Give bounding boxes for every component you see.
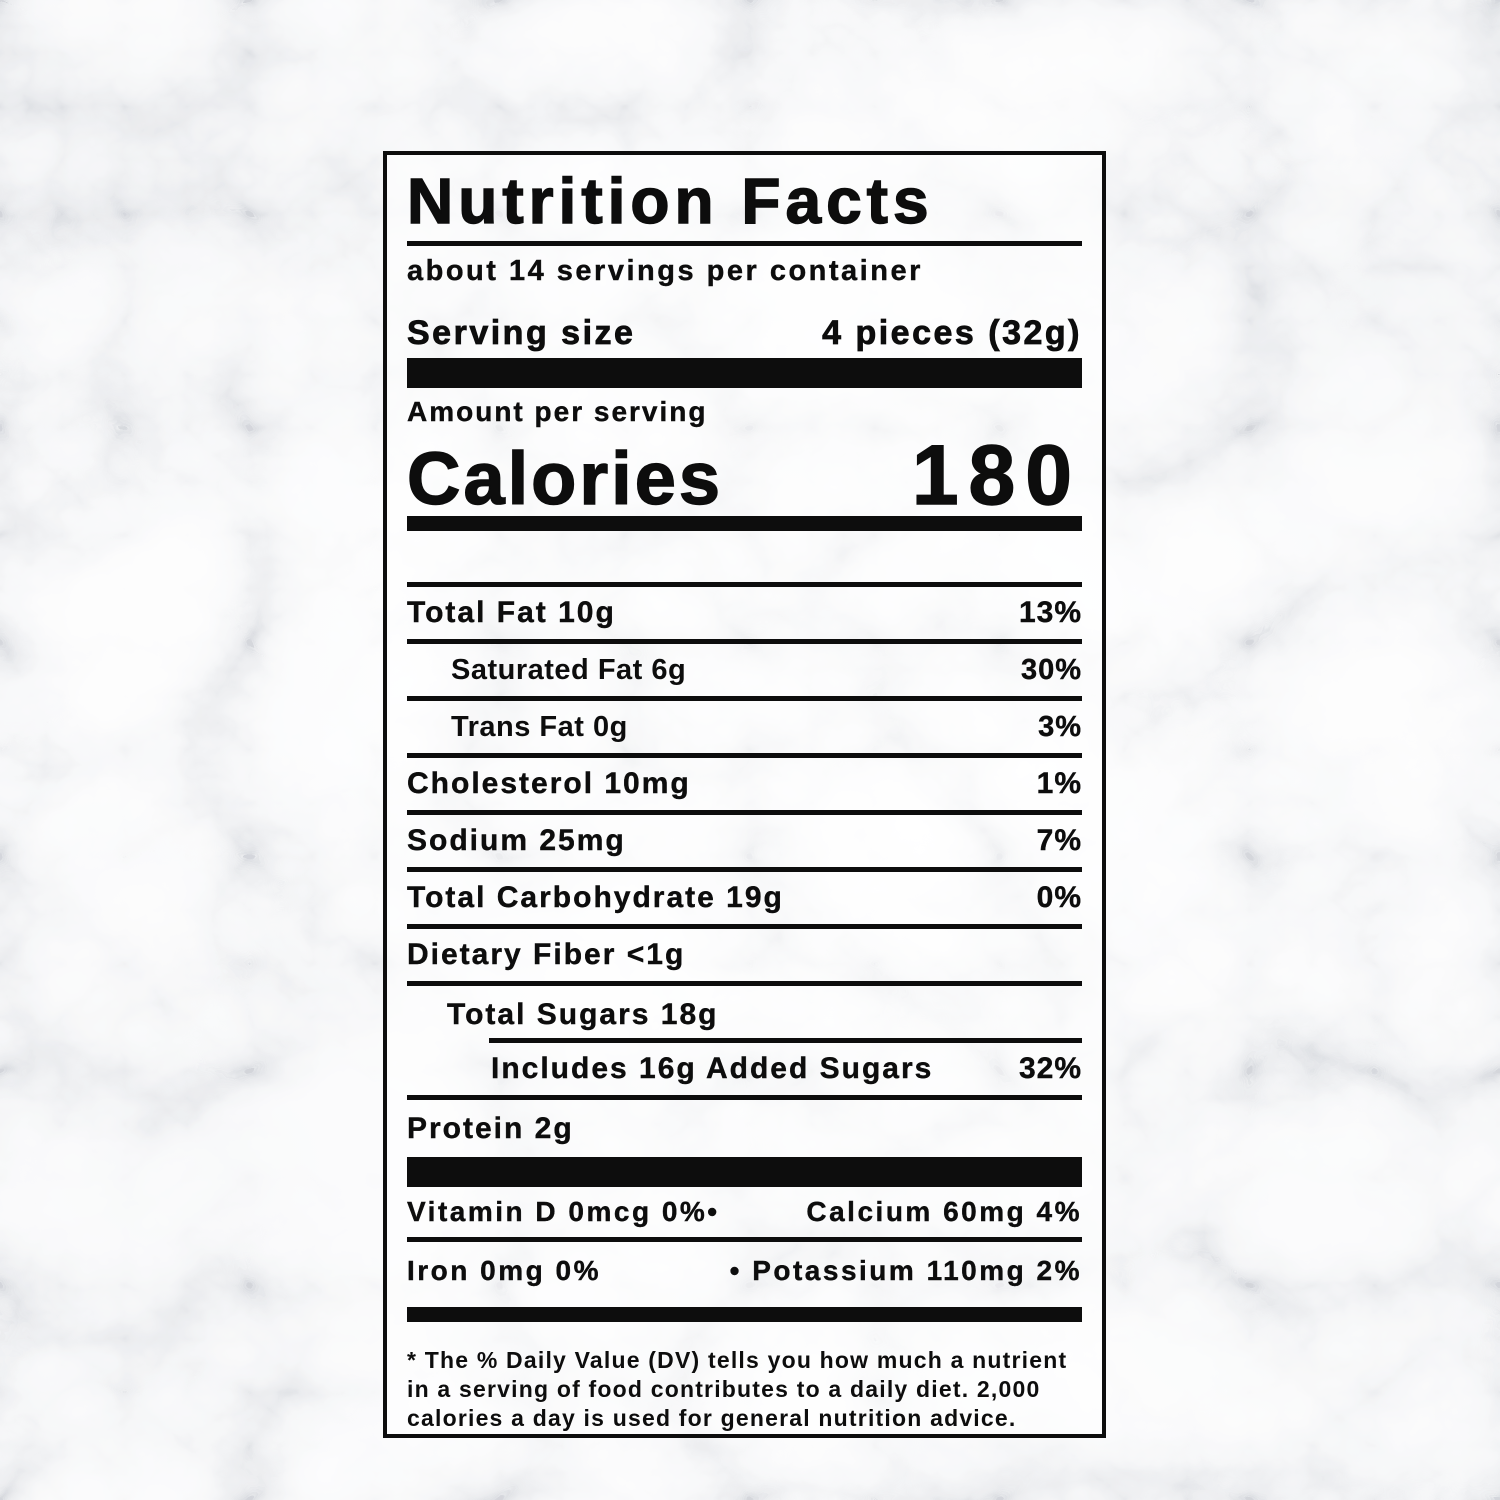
micronutrient-row-vitd-calcium: Vitamin D 0mcg 0%• Calcium 60mg 4% — [407, 1187, 1082, 1242]
nutrient-name: Dietary Fiber <1g — [407, 938, 686, 971]
nutrient-row-saturated-fat: Saturated Fat 6g 30% — [407, 644, 1082, 701]
daily-value-footnote: * The % Daily Value (DV) tells you how m… — [407, 1347, 1068, 1431]
nutrients-table: Total Fat 10g 13% Saturated Fat 6g 30% T… — [407, 582, 1082, 1157]
total-sugars-rule — [489, 1038, 1082, 1043]
nutrient-row-total-sugars: Total Sugars 18g — [407, 986, 1082, 1043]
nutrient-name: Trans Fat 0g — [451, 710, 628, 743]
calories-value: 180 — [911, 428, 1082, 522]
separator-bar-thick-bottom — [407, 1157, 1082, 1187]
micronutrient-row-iron-potassium: Iron 0mg 0% • Potassium 110mg 2% — [407, 1242, 1082, 1300]
servings-per-container: about 14 servings per container — [407, 255, 923, 287]
nutrient-daily-value: 0% — [1036, 881, 1082, 914]
title-rule — [407, 241, 1082, 246]
label-title: Nutrition Facts — [406, 164, 934, 237]
nutrient-name: Sodium 25mg — [407, 824, 626, 857]
micronutrient-right: • Potassium 110mg 2% — [729, 1255, 1082, 1286]
nutrient-daily-value: 30% — [1020, 653, 1082, 686]
separator-bar-calories — [407, 516, 1082, 531]
nutrient-daily-value: 7% — [1036, 824, 1082, 857]
nutrient-row-protein: Protein 2g — [407, 1100, 1082, 1157]
serving-size-label: Serving size — [407, 314, 636, 353]
nutrient-daily-value: 32% — [1018, 1052, 1082, 1085]
nutrient-name: Saturated Fat 6g — [451, 653, 687, 686]
micronutrient-left: Iron 0mg 0% — [407, 1255, 601, 1286]
nutrient-name: Cholesterol 10mg — [407, 767, 691, 800]
nutrient-name: Total Fat 10g — [407, 596, 616, 629]
calories-label: Calories — [406, 437, 724, 520]
nutrition-facts-label: Nutrition Facts about 14 servings per co… — [383, 151, 1106, 1438]
separator-bar-thick-top — [407, 358, 1082, 388]
nutrient-daily-value: 13% — [1018, 596, 1082, 629]
separator-bar-footnote — [407, 1307, 1082, 1322]
nutrient-name: Total Sugars 18g — [447, 997, 719, 1031]
nutrient-row-total-carbohydrate: Total Carbohydrate 19g 0% — [407, 872, 1082, 929]
micronutrient-right: Calcium 60mg 4% — [806, 1196, 1082, 1227]
nutrient-name: Total Carbohydrate 19g — [407, 881, 784, 914]
calories-row: Calories 180 — [406, 428, 1082, 522]
nutrient-daily-value: 3% — [1038, 710, 1082, 743]
nutrient-row-total-fat: Total Fat 10g 13% — [407, 587, 1082, 644]
amount-per-serving: Amount per serving — [407, 396, 708, 427]
serving-size-value: 4 pieces (32g) — [822, 314, 1082, 353]
nutrient-row-dietary-fiber: Dietary Fiber <1g — [407, 929, 1082, 986]
nutrient-name: Includes 16g Added Sugars — [491, 1052, 934, 1085]
micronutrient-left: Vitamin D 0mcg 0%• — [407, 1196, 720, 1227]
nutrient-name: Protein 2g — [407, 1111, 574, 1145]
nutrient-daily-value: 1% — [1036, 767, 1082, 800]
nutrient-row-added-sugars: Includes 16g Added Sugars 32% — [407, 1043, 1082, 1100]
nutrient-row-sodium: Sodium 25mg 7% — [407, 815, 1082, 872]
nutrient-row-trans-fat: Trans Fat 0g 3% — [407, 701, 1082, 758]
serving-size-row: Serving size 4 pieces (32g) — [407, 312, 1082, 354]
nutrient-row-cholesterol: Cholesterol 10mg 1% — [407, 758, 1082, 815]
